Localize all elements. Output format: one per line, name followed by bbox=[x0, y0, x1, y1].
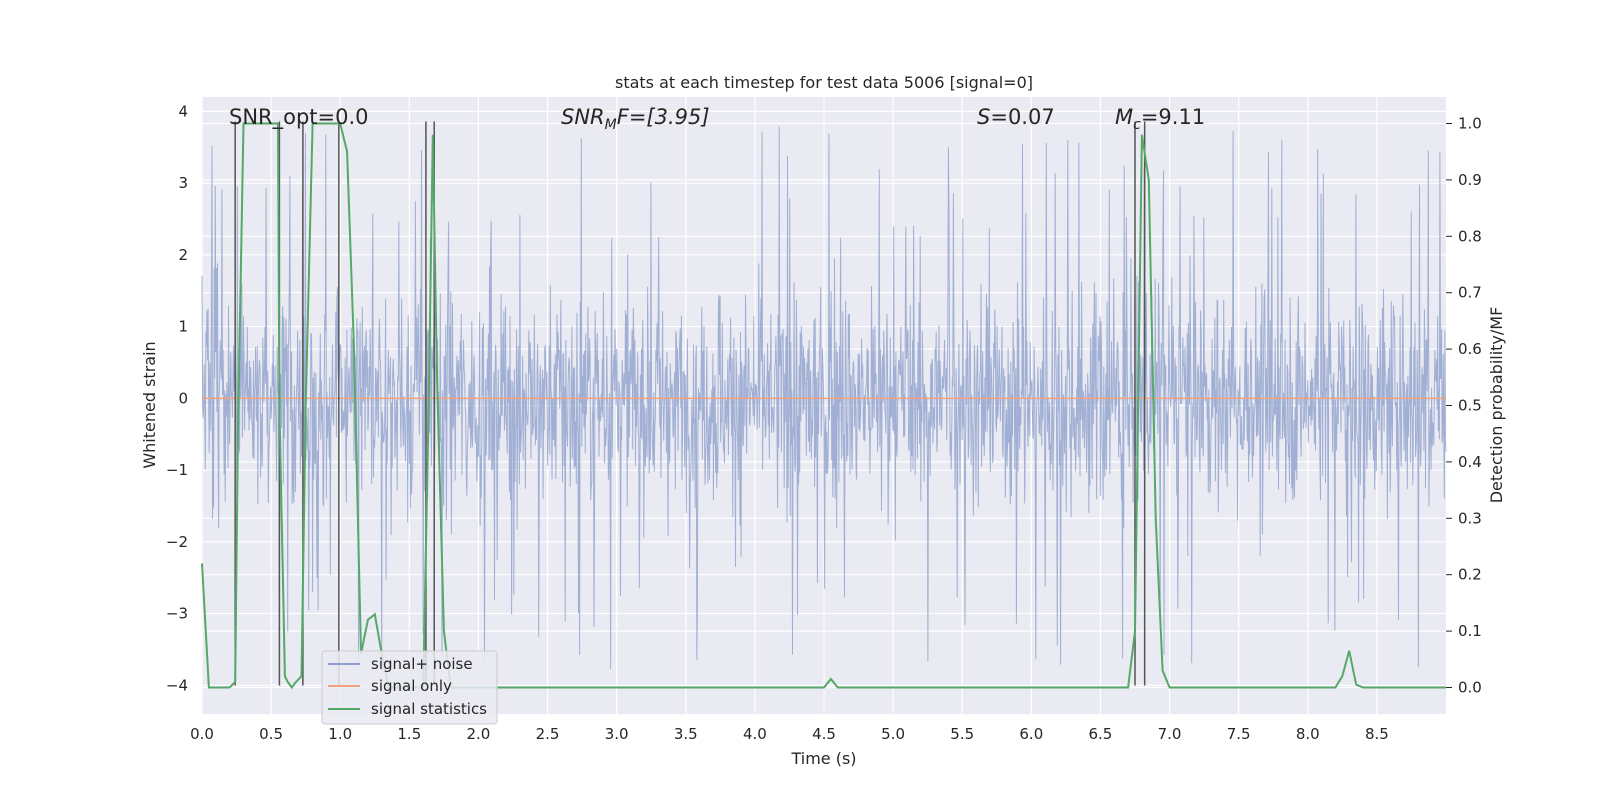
x-tick-label: 1.5 bbox=[397, 725, 421, 743]
x-tick-label: 0.0 bbox=[190, 725, 214, 743]
y-right-tick-label: 0.1 bbox=[1458, 622, 1482, 640]
annotation-snr-mf-sub: M bbox=[605, 117, 617, 133]
y-right-tick-label: 1.0 bbox=[1458, 115, 1482, 133]
x-tick-label: 8.0 bbox=[1296, 725, 1320, 743]
y-right-tick-label: 0.9 bbox=[1458, 171, 1482, 189]
x-tick-label: 1.0 bbox=[328, 725, 352, 743]
annotation-mc: Mc=9.11 bbox=[1115, 105, 1205, 133]
annotation-mc-symbol: M bbox=[1115, 105, 1133, 129]
y-right-tick-label: 0.4 bbox=[1458, 453, 1482, 471]
y-right-axis-label: Detection probability/MF bbox=[1487, 307, 1506, 504]
x-tick-label: 5.5 bbox=[950, 725, 974, 743]
annotation-s: S=0.07 bbox=[977, 105, 1055, 129]
annotation-snr-mf: SNRMF=[3.95] bbox=[561, 105, 710, 133]
y-right-tick-label: 0.2 bbox=[1458, 566, 1482, 584]
y-right-tick-label: 0.5 bbox=[1458, 397, 1482, 415]
x-tick-label: 4.5 bbox=[812, 725, 836, 743]
y-left-tick-label: 2 bbox=[178, 246, 188, 264]
y-right-tick-label: 0.7 bbox=[1458, 284, 1482, 302]
y-right-tick-label: 0.3 bbox=[1458, 509, 1482, 527]
x-tick-label: 3.5 bbox=[674, 725, 698, 743]
x-axis-label: Time (s) bbox=[790, 749, 856, 768]
x-tick-label: 8.5 bbox=[1365, 725, 1389, 743]
annotation-snr-mf-base: SNR bbox=[561, 105, 605, 129]
legend: signal+ noise signal only signal statist… bbox=[321, 650, 498, 725]
signal-noise-series bbox=[201, 126, 1447, 670]
y-left-tick-label: −1 bbox=[166, 461, 188, 479]
y-right-tick-label: 0.8 bbox=[1458, 227, 1482, 245]
x-tick-label: 3.0 bbox=[605, 725, 629, 743]
annotation-snr-mf-rest: F=[3.95] bbox=[617, 105, 710, 129]
legend-label-statistics: signal statistics bbox=[371, 700, 487, 718]
x-tick-label: 6.5 bbox=[1089, 725, 1113, 743]
y-left-tick-label: 4 bbox=[178, 102, 188, 120]
x-tick-label: 7.5 bbox=[1227, 725, 1251, 743]
y-left-tick-label: 3 bbox=[178, 174, 188, 192]
y-right-axis-ticks: 1.0 0.9 0.8 0.7 0.6 0.5 0.4 0.3 0.2 0.1 0.0 bbox=[1446, 115, 1482, 696]
y-right-tick-label: 0.6 bbox=[1458, 340, 1482, 358]
annotation-mc-value: =9.11 bbox=[1141, 105, 1205, 129]
annotation-s-symbol: S bbox=[977, 105, 990, 129]
x-tick-label: 2.0 bbox=[467, 725, 491, 743]
noise-trace bbox=[201, 126, 1447, 670]
legend-box bbox=[321, 650, 498, 725]
legend-label-signal-only: signal only bbox=[371, 677, 452, 695]
y-left-axis-label: Whitened strain bbox=[140, 341, 159, 468]
annotation-mc-sub: c bbox=[1133, 117, 1141, 133]
x-tick-label: 4.0 bbox=[743, 725, 767, 743]
x-tick-label: 7.0 bbox=[1158, 725, 1182, 743]
y-left-tick-label: −4 bbox=[166, 676, 188, 694]
y-left-axis-ticks: 4 3 2 1 0 −1 −2 −3 −4 bbox=[166, 102, 188, 694]
y-left-tick-label: −2 bbox=[166, 533, 188, 551]
y-left-tick-label: 1 bbox=[178, 318, 188, 336]
annotation-snr-opt: SNR_opt=0.0 bbox=[229, 105, 369, 130]
chart-title: stats at each timestep for test data 500… bbox=[615, 73, 1033, 92]
x-tick-label: 0.5 bbox=[259, 725, 283, 743]
y-left-tick-label: 0 bbox=[178, 389, 188, 407]
x-tick-label: 6.0 bbox=[1019, 725, 1043, 743]
y-right-tick-label: 0.0 bbox=[1458, 678, 1482, 696]
x-tick-label: 2.5 bbox=[536, 725, 560, 743]
legend-label-noise: signal+ noise bbox=[371, 655, 473, 673]
y-left-tick-label: −3 bbox=[166, 605, 188, 623]
x-tick-label: 5.0 bbox=[881, 725, 905, 743]
annotation-s-value: =0.07 bbox=[990, 105, 1054, 129]
x-axis-ticks: 0.0 0.5 1.0 1.5 2.0 2.5 3.0 3.5 4.0 4.5 5.0 5.5 6.0 6… bbox=[190, 725, 1389, 743]
